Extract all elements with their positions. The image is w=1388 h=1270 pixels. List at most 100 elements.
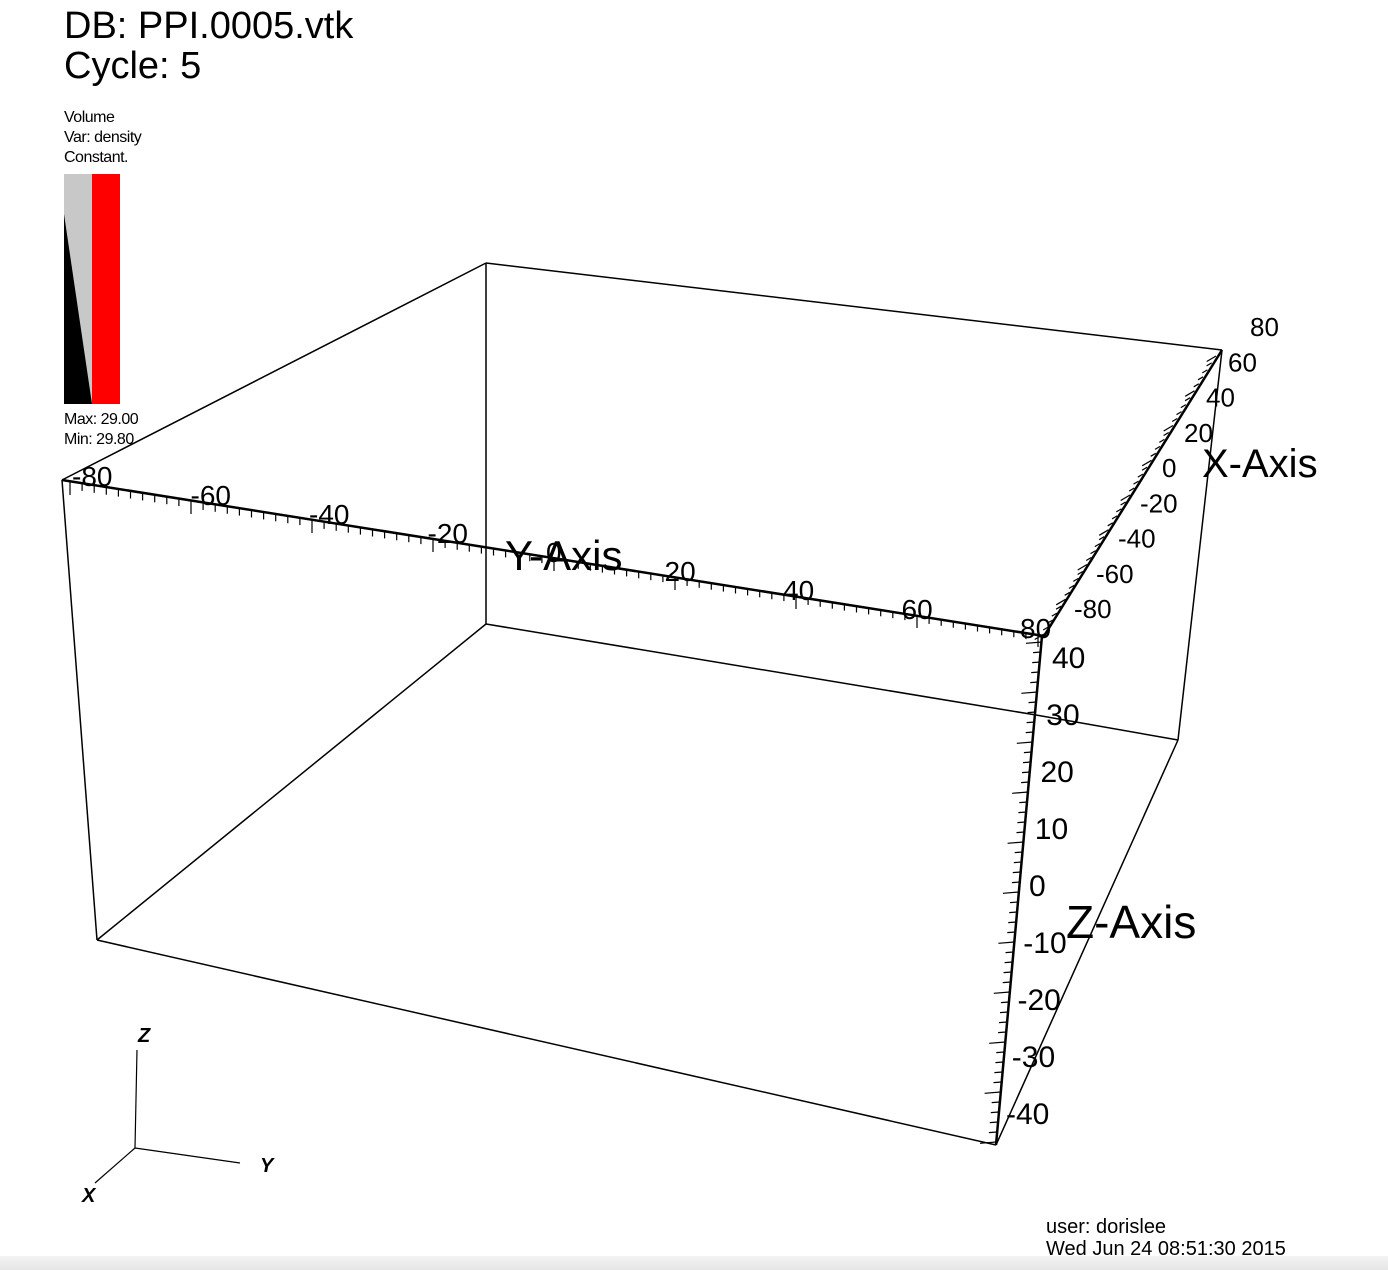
axis-tick (1033, 651, 1042, 654)
axis-tick (1016, 831, 1025, 834)
x-tick-label: 60 (1228, 347, 1257, 377)
z-tick-label: 30 (1046, 699, 1079, 732)
box-edge (61, 262, 487, 481)
x-tick-label: -80 (1074, 594, 1112, 624)
axis-tick (1098, 536, 1105, 541)
z-axis-line (994, 635, 1044, 1146)
axis-tick (1072, 577, 1079, 582)
y-tick-label: 60 (902, 594, 933, 625)
axis-tick (1085, 556, 1092, 562)
axis-tick (1077, 570, 1084, 576)
box-edge (485, 623, 1037, 716)
legend-min: Min: 29.80 (64, 431, 134, 448)
y-tick-label: 80 (1020, 613, 1051, 644)
x-tick-label: 0 (1162, 453, 1176, 483)
axis-tick (1021, 771, 1031, 774)
y-tick-label: 0 (546, 537, 562, 568)
axis-tick (999, 1011, 1009, 1014)
axis-tick (1012, 791, 1029, 794)
y-axis-title: Y-Axis (505, 532, 623, 579)
axis-tick (1003, 971, 1012, 974)
legend-variable: Var: density (64, 129, 142, 146)
cycle-title: Cycle: 5 (64, 45, 202, 87)
z-tick-label: 40 (1052, 642, 1085, 675)
axis-tick (1184, 390, 1195, 397)
box-edge (61, 479, 98, 941)
z-axis-title: Z-Axis (1066, 896, 1196, 948)
axis-tick (1115, 508, 1122, 513)
x-tick-label: 40 (1206, 383, 1235, 413)
axis-tick (1021, 781, 1030, 784)
axis-tick (1184, 397, 1191, 402)
legend-plot-type: Volume (64, 109, 115, 126)
axis-tick (1090, 550, 1096, 555)
axis-tick (1197, 376, 1204, 381)
axis-tick (1025, 641, 1043, 644)
triad-y-line (134, 1147, 241, 1164)
axis-tick (1180, 404, 1187, 409)
axis-tick (1154, 445, 1161, 450)
z-tick-label: -10 (1023, 927, 1066, 960)
axis-tick (1133, 480, 1139, 485)
axis-tick (1017, 821, 1026, 824)
axis-tick (1034, 633, 1045, 641)
axis-tick (1023, 751, 1032, 754)
axis-tick (1022, 761, 1032, 764)
axis-tick (1137, 473, 1144, 478)
axis-tick (1055, 598, 1066, 606)
box-edge (1177, 349, 1223, 741)
axis-tick (989, 1041, 1006, 1044)
axis-tick (990, 1111, 999, 1114)
axis-tick (1019, 801, 1028, 804)
axis-tick (1031, 671, 1040, 674)
orientation-triad[interactable] (94, 1049, 241, 1184)
triad-x-label: X (81, 1185, 97, 1207)
axis-tick (1098, 529, 1109, 536)
y-tick-label: -20 (428, 518, 468, 549)
axis-tick (1064, 591, 1071, 596)
y-tick-label: 20 (665, 556, 696, 587)
box-edge (485, 262, 1223, 351)
axis-tick (1055, 605, 1062, 610)
x-tick-label: -40 (1118, 524, 1156, 554)
user-name: user: dorislee (1046, 1216, 1167, 1238)
axis-tick (1008, 921, 1017, 924)
axis-tick (1141, 459, 1152, 467)
axis-tick (1107, 522, 1114, 527)
z-tick-label: -30 (1012, 1041, 1055, 1074)
axis-tick (1007, 931, 1016, 934)
axis-tick (1158, 438, 1165, 443)
axis-tick (988, 1131, 997, 1134)
axis-tick (1011, 881, 1020, 884)
box-edge (1035, 714, 1179, 741)
axis-tick (1042, 626, 1049, 631)
axis-tick (1027, 711, 1036, 714)
axis-tick (1002, 981, 1011, 984)
z-tick-label: 20 (1041, 756, 1074, 789)
axis-tick (979, 1141, 997, 1144)
x-tick-label: -20 (1140, 488, 1178, 518)
axis-tick (996, 1051, 1005, 1054)
z-tick-label: -20 (1018, 984, 1061, 1017)
axis-tick (1193, 383, 1200, 388)
axis-tick (994, 1071, 1003, 1074)
triad-z-label: Z (137, 1025, 151, 1047)
axis-tick (1009, 911, 1018, 914)
axis-tick (1176, 411, 1182, 416)
axis-tick (1000, 1001, 1009, 1004)
axis-tick (1094, 543, 1101, 548)
axis-tick (1025, 731, 1034, 734)
y-tick-label: -40 (309, 499, 349, 530)
axis-tick (1206, 355, 1217, 363)
bounding-box (61, 262, 1223, 1146)
box-edge (96, 939, 997, 1146)
legend-mode: Constant. (64, 149, 128, 166)
axis-tick-labels: -80 -60 -40 -20 0 20 40 60 80 -80 -60 -40 -20 0 20 40 60… (72, 312, 1279, 1131)
x-tick-label: -60 (1096, 559, 1134, 589)
x-axis-line (1042, 349, 1224, 637)
axis-tick (1032, 661, 1041, 664)
axis-tick (1120, 501, 1127, 506)
legend-color-bar (64, 174, 120, 404)
y-tick-label: -60 (191, 480, 231, 511)
